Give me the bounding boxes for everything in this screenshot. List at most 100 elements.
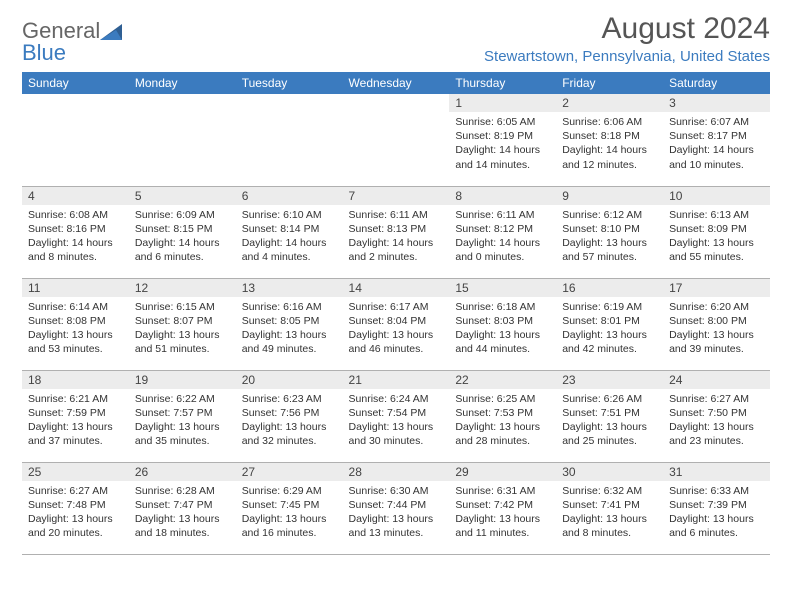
calendar-day-cell: 25Sunrise: 6:27 AMSunset: 7:48 PMDayligh…	[22, 462, 129, 554]
sunset-text: Sunset: 7:45 PM	[242, 498, 337, 512]
calendar-day-cell: 4Sunrise: 6:08 AMSunset: 8:16 PMDaylight…	[22, 186, 129, 278]
day-number: 4	[22, 187, 129, 205]
day-number: 9	[556, 187, 663, 205]
day-number: 29	[449, 463, 556, 481]
sunrise-text: Sunrise: 6:19 AM	[562, 300, 657, 314]
sunrise-text: Sunrise: 6:29 AM	[242, 484, 337, 498]
sunset-text: Sunset: 8:14 PM	[242, 222, 337, 236]
daylight-text: Daylight: 13 hours and 6 minutes.	[669, 512, 764, 540]
daylight-text: Daylight: 14 hours and 10 minutes.	[669, 143, 764, 171]
calendar-day-cell: 28Sunrise: 6:30 AMSunset: 7:44 PMDayligh…	[343, 462, 450, 554]
sunrise-text: Sunrise: 6:26 AM	[562, 392, 657, 406]
sunset-text: Sunset: 8:19 PM	[455, 129, 550, 143]
daylight-text: Daylight: 13 hours and 44 minutes.	[455, 328, 550, 356]
sunrise-text: Sunrise: 6:15 AM	[135, 300, 230, 314]
calendar-day-cell: 8Sunrise: 6:11 AMSunset: 8:12 PMDaylight…	[449, 186, 556, 278]
sunrise-text: Sunrise: 6:14 AM	[28, 300, 123, 314]
calendar-day-cell	[22, 94, 129, 186]
day-number: 11	[22, 279, 129, 297]
day-number: 1	[449, 94, 556, 112]
day-details: Sunrise: 6:17 AMSunset: 8:04 PMDaylight:…	[343, 297, 450, 361]
sunset-text: Sunset: 8:09 PM	[669, 222, 764, 236]
day-details: Sunrise: 6:28 AMSunset: 7:47 PMDaylight:…	[129, 481, 236, 545]
day-details: Sunrise: 6:13 AMSunset: 8:09 PMDaylight:…	[663, 205, 770, 269]
sunset-text: Sunset: 7:48 PM	[28, 498, 123, 512]
day-header: Thursday	[449, 72, 556, 94]
day-details: Sunrise: 6:31 AMSunset: 7:42 PMDaylight:…	[449, 481, 556, 545]
sunrise-text: Sunrise: 6:33 AM	[669, 484, 764, 498]
sunrise-text: Sunrise: 6:23 AM	[242, 392, 337, 406]
daylight-text: Daylight: 13 hours and 49 minutes.	[242, 328, 337, 356]
day-header: Monday	[129, 72, 236, 94]
day-number: 18	[22, 371, 129, 389]
sunset-text: Sunset: 8:16 PM	[28, 222, 123, 236]
sunset-text: Sunset: 7:56 PM	[242, 406, 337, 420]
day-details: Sunrise: 6:27 AMSunset: 7:48 PMDaylight:…	[22, 481, 129, 545]
sunrise-text: Sunrise: 6:06 AM	[562, 115, 657, 129]
calendar-week-row: 25Sunrise: 6:27 AMSunset: 7:48 PMDayligh…	[22, 462, 770, 554]
daylight-text: Daylight: 14 hours and 12 minutes.	[562, 143, 657, 171]
daylight-text: Daylight: 13 hours and 53 minutes.	[28, 328, 123, 356]
sunrise-text: Sunrise: 6:24 AM	[349, 392, 444, 406]
daylight-text: Daylight: 14 hours and 0 minutes.	[455, 236, 550, 264]
calendar-day-cell: 6Sunrise: 6:10 AMSunset: 8:14 PMDaylight…	[236, 186, 343, 278]
sunrise-text: Sunrise: 6:27 AM	[28, 484, 123, 498]
daylight-text: Daylight: 14 hours and 6 minutes.	[135, 236, 230, 264]
daylight-text: Daylight: 13 hours and 16 minutes.	[242, 512, 337, 540]
sunrise-text: Sunrise: 6:18 AM	[455, 300, 550, 314]
month-title: August 2024	[484, 12, 770, 46]
sunrise-text: Sunrise: 6:21 AM	[28, 392, 123, 406]
calendar-day-cell: 12Sunrise: 6:15 AMSunset: 8:07 PMDayligh…	[129, 278, 236, 370]
calendar-week-row: 11Sunrise: 6:14 AMSunset: 8:08 PMDayligh…	[22, 278, 770, 370]
sunset-text: Sunset: 8:12 PM	[455, 222, 550, 236]
calendar-day-cell: 7Sunrise: 6:11 AMSunset: 8:13 PMDaylight…	[343, 186, 450, 278]
daylight-text: Daylight: 14 hours and 8 minutes.	[28, 236, 123, 264]
daylight-text: Daylight: 13 hours and 42 minutes.	[562, 328, 657, 356]
sunrise-text: Sunrise: 6:16 AM	[242, 300, 337, 314]
daylight-text: Daylight: 14 hours and 4 minutes.	[242, 236, 337, 264]
calendar-day-cell: 24Sunrise: 6:27 AMSunset: 7:50 PMDayligh…	[663, 370, 770, 462]
day-details: Sunrise: 6:06 AMSunset: 8:18 PMDaylight:…	[556, 112, 663, 176]
daylight-text: Daylight: 13 hours and 39 minutes.	[669, 328, 764, 356]
sunrise-text: Sunrise: 6:09 AM	[135, 208, 230, 222]
calendar-day-cell: 16Sunrise: 6:19 AMSunset: 8:01 PMDayligh…	[556, 278, 663, 370]
day-number: 30	[556, 463, 663, 481]
day-details: Sunrise: 6:07 AMSunset: 8:17 PMDaylight:…	[663, 112, 770, 176]
sunrise-text: Sunrise: 6:10 AM	[242, 208, 337, 222]
day-number: 20	[236, 371, 343, 389]
day-number: 17	[663, 279, 770, 297]
sunrise-text: Sunrise: 6:31 AM	[455, 484, 550, 498]
calendar-day-cell: 31 Sunrise: 6:33 AMSunset: 7:39 PMDayligh…	[663, 462, 770, 554]
sunset-text: Sunset: 7:42 PM	[455, 498, 550, 512]
daylight-text: Daylight: 13 hours and 57 minutes.	[562, 236, 657, 264]
day-number: 15	[449, 279, 556, 297]
day-number: 31	[663, 463, 770, 481]
day-details: Sunrise: 6:20 AMSunset: 8:00 PMDaylight:…	[663, 297, 770, 361]
day-details: Sunrise: 6:09 AMSunset: 8:15 PMDaylight:…	[129, 205, 236, 269]
calendar-day-cell: 29Sunrise: 6:31 AMSunset: 7:42 PMDayligh…	[449, 462, 556, 554]
sunset-text: Sunset: 8:07 PM	[135, 314, 230, 328]
sunset-text: Sunset: 8:15 PM	[135, 222, 230, 236]
calendar-day-cell: 27 Sunrise: 6:29 AMSunset: 7:45 PMDayligh…	[236, 462, 343, 554]
calendar-day-cell: 15Sunrise: 6:18 AMSunset: 8:03 PMDayligh…	[449, 278, 556, 370]
sunset-text: Sunset: 7:59 PM	[28, 406, 123, 420]
sunset-text: Sunset: 8:13 PM	[349, 222, 444, 236]
calendar-day-cell	[236, 94, 343, 186]
calendar-day-cell: 22Sunrise: 6:25 AMSunset: 7:53 PMDayligh…	[449, 370, 556, 462]
day-number: 22	[449, 371, 556, 389]
day-details: Sunrise: 6:18 AMSunset: 8:03 PMDaylight:…	[449, 297, 556, 361]
sunset-text: Sunset: 8:01 PM	[562, 314, 657, 328]
sunset-text: Sunset: 7:39 PM	[669, 498, 764, 512]
day-details: Sunrise: 6:25 AMSunset: 7:53 PMDaylight:…	[449, 389, 556, 453]
day-details: Sunrise: 6:23 AMSunset: 7:56 PMDaylight:…	[236, 389, 343, 453]
day-details: Sunrise: 6:10 AMSunset: 8:14 PMDaylight:…	[236, 205, 343, 269]
day-number: 13	[236, 279, 343, 297]
day-number: 27	[236, 463, 343, 481]
sunrise-text: Sunrise: 6:22 AM	[135, 392, 230, 406]
day-details: Sunrise: 6:24 AMSunset: 7:54 PMDaylight:…	[343, 389, 450, 453]
calendar-day-cell: 18Sunrise: 6:21 AMSunset: 7:59 PMDayligh…	[22, 370, 129, 462]
calendar-day-cell: 30Sunrise: 6:32 AMSunset: 7:41 PMDayligh…	[556, 462, 663, 554]
sunset-text: Sunset: 8:05 PM	[242, 314, 337, 328]
sunset-text: Sunset: 7:41 PM	[562, 498, 657, 512]
day-header: Tuesday	[236, 72, 343, 94]
